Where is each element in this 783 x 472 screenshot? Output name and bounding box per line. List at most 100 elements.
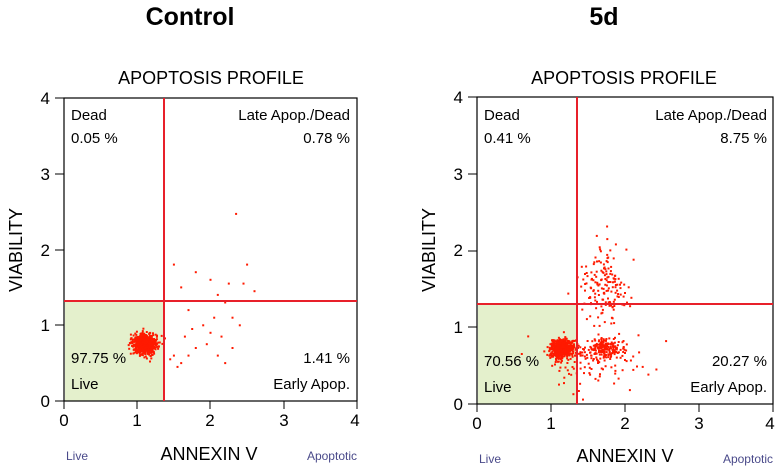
scatter-point <box>614 351 617 354</box>
scatter-point <box>612 345 615 347</box>
scatter-point <box>620 281 623 284</box>
scatter-point <box>588 366 591 369</box>
scatter-point <box>139 336 142 338</box>
scatter-point <box>131 338 134 341</box>
scatter-point <box>579 352 582 354</box>
scatter-point <box>605 284 608 287</box>
scatter-point <box>612 277 615 280</box>
scatter-point <box>149 338 152 341</box>
scatter-point <box>569 352 572 355</box>
scatter-point <box>607 301 610 304</box>
scatter-point <box>559 358 562 361</box>
scatter-point <box>554 363 556 366</box>
scatter-point <box>594 377 597 380</box>
scatter-point <box>224 301 227 304</box>
scatter-point <box>149 360 151 363</box>
scatter-point <box>579 361 582 364</box>
scatter-point <box>554 350 556 353</box>
scatter-point <box>606 343 609 346</box>
scatter-point <box>594 281 597 284</box>
scatter-point <box>151 349 154 352</box>
scatter-point <box>128 347 131 350</box>
quadrant-early-label: Early Apop. <box>690 379 767 396</box>
scatter-point <box>561 354 564 357</box>
scatter-point <box>143 343 146 345</box>
scatter-point <box>611 343 614 346</box>
y-tick-label: 4 <box>41 89 50 108</box>
scatter-point <box>598 339 601 342</box>
scatter-point <box>609 301 612 304</box>
scatter-point <box>132 334 135 337</box>
scatter-point <box>566 341 569 344</box>
scatter-point <box>616 295 619 298</box>
scatter-point <box>610 322 613 325</box>
scatter-point <box>617 377 620 380</box>
scatter-point <box>560 346 563 349</box>
scatter-point <box>169 358 172 361</box>
scatter-point <box>574 354 576 357</box>
scatter-point <box>595 275 598 278</box>
scatter-point <box>558 351 561 354</box>
panel-5d: 5d APOPTOSIS PROFILE Dead 0.41 % Late Ap… <box>419 3 775 466</box>
scatter-point <box>150 346 153 348</box>
scatter-point <box>157 341 160 344</box>
scatter-point <box>610 316 613 319</box>
scatter-point <box>600 338 603 341</box>
scatter-point <box>150 344 153 347</box>
scatter-point <box>600 305 603 308</box>
scatter-point <box>563 346 566 348</box>
scatter-point <box>155 339 157 342</box>
scatter-point <box>137 348 139 351</box>
scatter-point <box>601 349 604 352</box>
scatter-point <box>589 296 592 299</box>
scatter-point <box>551 350 554 353</box>
scatter-point <box>605 279 608 282</box>
scatter-point <box>134 338 137 341</box>
scatter-point <box>595 307 598 310</box>
scatter-point <box>135 333 138 336</box>
scatter-point <box>612 300 615 303</box>
scatter-point <box>585 265 588 268</box>
scatter-point <box>558 369 561 372</box>
scatter-point <box>626 301 628 304</box>
scatter-point <box>592 358 595 360</box>
scatter-point <box>559 341 562 343</box>
scatter-point <box>566 343 568 346</box>
scatter-point <box>154 348 157 351</box>
scatter-point <box>135 336 138 339</box>
scatter-point <box>613 382 616 385</box>
scatter-point <box>594 347 597 350</box>
scatter-point <box>617 293 620 295</box>
scatter-point <box>135 345 138 348</box>
scatter-point <box>612 348 615 351</box>
scatter-point <box>139 342 142 345</box>
scatter-point <box>549 352 552 355</box>
scatter-point <box>621 369 624 372</box>
scatter-point <box>571 341 574 344</box>
scatter-point <box>134 343 136 346</box>
scatter-point <box>579 367 582 370</box>
scatter-point <box>603 291 606 294</box>
scatter-point <box>583 351 586 354</box>
scatter-point <box>612 338 615 340</box>
y-tick-label: 2 <box>41 241 50 260</box>
scatter-point <box>591 340 594 343</box>
scatter-point <box>603 352 606 355</box>
scatter-point <box>610 290 613 293</box>
scatter-point <box>152 334 155 337</box>
scatter-point <box>555 348 558 350</box>
scatter-point <box>614 369 617 372</box>
scatter-point <box>618 332 621 335</box>
scatter-point <box>605 270 608 273</box>
scatter-point <box>143 356 146 359</box>
scatter-point <box>598 361 601 364</box>
scatter-point <box>564 352 567 354</box>
scatter-point <box>550 346 553 349</box>
scatter-point <box>139 344 142 347</box>
scatter-point <box>599 250 602 253</box>
scatter-point <box>583 355 586 358</box>
scatter-point <box>584 346 586 349</box>
scatter-point <box>556 346 559 348</box>
scatter-point <box>607 289 610 292</box>
scatter-point <box>191 328 194 330</box>
